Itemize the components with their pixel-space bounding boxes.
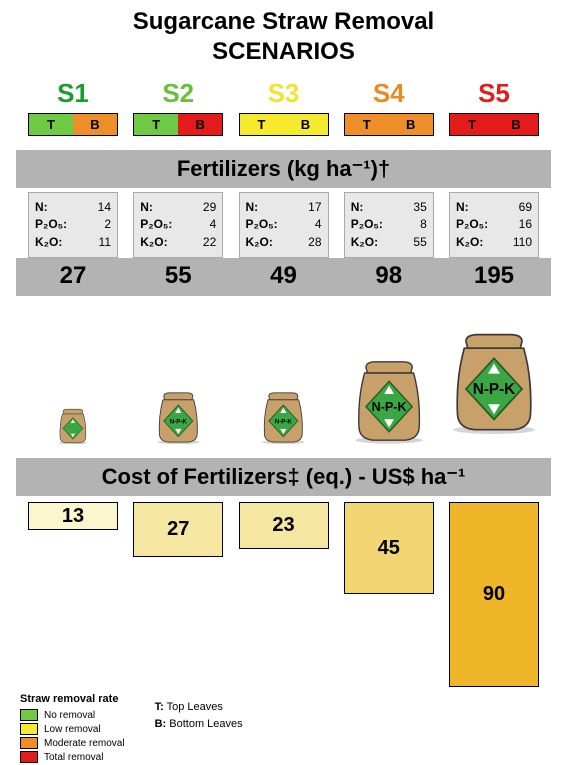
cost-bar: 27 (133, 502, 223, 557)
scenario-header-s5: S5 TB (449, 78, 539, 136)
fertilizer-total: 49 (239, 262, 329, 290)
fertilizer-cell: N:35P₂O₅:8K₂O:55 (344, 192, 434, 258)
svg-text:N-P-K: N-P-K (473, 381, 515, 398)
cost-bars: 13 27 23 4590 (20, 502, 547, 687)
fertilizer-cell: N:29P₂O₅:4K₂O:22 (133, 192, 223, 258)
legend-item: Low removal (20, 723, 125, 735)
npk-bag-icon: N-P-K (133, 314, 223, 444)
cost-bar: 45 (344, 502, 434, 594)
fertilizer-total: 27 (28, 262, 118, 290)
scenario-label: S2 (133, 78, 223, 109)
top-leaves-cell: T (134, 114, 178, 135)
legend-item: Total removal (20, 751, 125, 763)
bottom-leaves-cell: B (389, 114, 433, 135)
scenario-tb-row: TB (239, 113, 329, 136)
cost-header: Cost of Fertilizers‡ (eq.) - US$ ha⁻¹ (16, 458, 551, 496)
legend-t-desc: T: Top Leaves (155, 699, 243, 716)
top-leaves-cell: T (29, 114, 73, 135)
legend-label: Total removal (44, 752, 103, 763)
legend-item: Moderate removal (20, 737, 125, 749)
scenario-headers: S1TBS2TBS3TBS4TBS5TB (20, 78, 547, 136)
fertilizers-table: N:14P₂O₅:2K₂O:11N:29P₂O₅:4K₂O:22N:17P₂O₅… (20, 192, 547, 258)
scenario-header-s1: S1 TB (28, 78, 118, 136)
scenario-tb-row: TB (28, 113, 118, 136)
legend-b-desc: B: Bottom Leaves (155, 716, 243, 733)
top-leaves-cell: T (345, 114, 389, 135)
scenario-tb-row: TB (344, 113, 434, 136)
legend-label: Low removal (44, 724, 101, 735)
legend-swatch (20, 723, 38, 735)
legend-swatch (20, 751, 38, 763)
scenario-label: S4 (344, 78, 434, 109)
svg-text:N-P-K: N-P-K (170, 418, 188, 425)
scenario-header-s3: S3 TB (239, 78, 329, 136)
legend-swatch (20, 709, 38, 721)
npk-bag-icon: N-P-K (449, 314, 539, 444)
fertilizer-total: 195 (449, 262, 539, 290)
fertilizers-totals-row: 27 55 49 98 195 (16, 258, 551, 296)
cost-bar: 13 (28, 502, 118, 530)
legend-label: Moderate removal (44, 738, 125, 749)
scenario-header-s4: S4 TB (344, 78, 434, 136)
cost-bar: 90 (449, 502, 539, 687)
legend: Straw removal rate No removal Low removal… (20, 693, 547, 765)
fertilizer-total: 55 (133, 262, 223, 290)
scenario-label: S1 (28, 78, 118, 109)
top-leaves-cell: T (240, 114, 284, 135)
title-line2: SCENARIOS (20, 38, 547, 66)
legend-label: No removal (44, 710, 95, 721)
bottom-leaves-cell: B (73, 114, 117, 135)
fertilizer-cell: N:69P₂O₅:16K₂O:110 (449, 192, 539, 258)
title-line1: Sugarcane Straw Removal (20, 8, 547, 36)
scenario-tb-row: TB (133, 113, 223, 136)
bottom-leaves-cell: B (494, 114, 538, 135)
cost-bar: 23 (239, 502, 329, 549)
npk-bag-icon (28, 314, 118, 444)
fertilizers-header: Fertilizers (kg ha⁻¹)† (16, 150, 551, 188)
top-leaves-cell: T (450, 114, 494, 135)
npk-bag-icon: N-P-K (344, 314, 434, 444)
fertilizer-cell: N:14P₂O₅:2K₂O:11 (28, 192, 118, 258)
bottom-leaves-cell: B (178, 114, 222, 135)
fertilizer-cell: N:17P₂O₅:4K₂O:28 (239, 192, 329, 258)
legend-title: Straw removal rate (20, 693, 125, 705)
scenario-tb-row: TB (449, 113, 539, 136)
fertilizer-total: 98 (344, 262, 434, 290)
scenario-header-s2: S2 TB (133, 78, 223, 136)
scenario-label: S3 (239, 78, 329, 109)
bottom-leaves-cell: B (284, 114, 328, 135)
legend-item: No removal (20, 709, 125, 721)
scenario-label: S5 (449, 78, 539, 109)
svg-text:N-P-K: N-P-K (275, 418, 293, 425)
legend-swatch (20, 737, 38, 749)
npk-bag-icon: N-P-K (239, 314, 329, 444)
svg-text:N-P-K: N-P-K (371, 400, 406, 414)
fertilizer-bags-row: N-P-K N-P-K N-P-K N-P-K (20, 314, 547, 444)
